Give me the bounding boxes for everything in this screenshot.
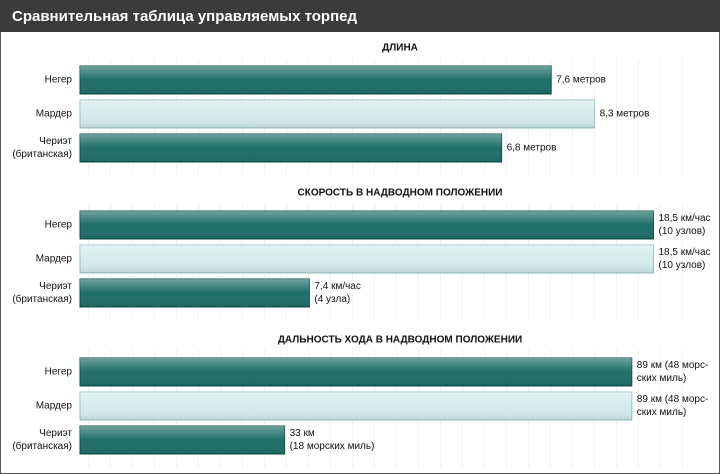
value-label: (10 узлов) — [659, 226, 706, 237]
category-label: Чериэт — [39, 281, 72, 292]
panel-title: ДЛИНА — [382, 43, 418, 54]
category-label: Негер — [45, 367, 73, 378]
bar-shine — [80, 100, 595, 128]
category-label: Мардер — [36, 254, 73, 265]
value-label: (18 морских миль) — [290, 441, 375, 452]
bar-shine — [80, 134, 502, 162]
category-label: Чериэт — [39, 428, 72, 439]
value-label: ских миль) — [637, 373, 687, 384]
category-label: Негер — [45, 220, 73, 231]
value-label: 18,5 км/час — [659, 247, 711, 258]
category-label: Чериэт — [39, 136, 72, 147]
value-label: 33 км — [290, 428, 315, 439]
value-label: 8,3 метров — [600, 109, 650, 120]
bar-shine — [80, 426, 285, 454]
category-label: (британская) — [12, 440, 72, 452]
value-label: (4 узла) — [314, 294, 350, 305]
value-label: 6,8 метров — [507, 143, 557, 154]
category-label: (британская) — [12, 293, 72, 305]
panel-title: СКОРОСТЬ В НАДВОДНОМ ПОЛОЖЕНИИ — [298, 188, 503, 199]
value-label: 7,4 км/час — [314, 281, 360, 292]
category-label: Мардер — [36, 401, 73, 412]
category-label: Мардер — [36, 109, 73, 120]
value-label: ских миль) — [637, 407, 687, 418]
bar-shine — [80, 211, 654, 239]
header-bar — [0, 0, 720, 32]
value-label: 7,6 метров — [556, 75, 606, 86]
category-label: Негер — [45, 75, 73, 86]
bar-shine — [80, 392, 632, 420]
panel-title: ДАЛЬНОСТЬ ХОДА В НАДВОДНОМ ПОЛОЖЕНИИ — [278, 335, 522, 346]
value-label: (10 узлов) — [659, 260, 706, 271]
bar-shine — [80, 245, 654, 273]
value-label: 18,5 км/час — [659, 213, 711, 224]
value-label: 89 км (48 морс- — [637, 360, 709, 371]
page-title: Сравнительная таблица управляемых торпед — [12, 8, 357, 25]
category-label: (британская) — [12, 148, 72, 160]
bar-shine — [80, 279, 310, 307]
value-label: 89 км (48 морс- — [637, 394, 709, 405]
bar-shine — [80, 66, 552, 94]
bar-shine — [80, 358, 632, 386]
